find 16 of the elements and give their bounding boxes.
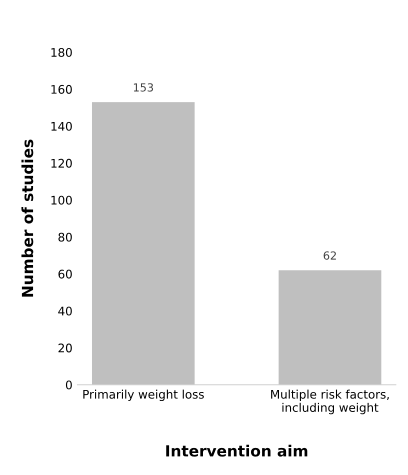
y-tick-label: 140 bbox=[51, 122, 72, 131]
y-tick-label: 20 bbox=[58, 344, 72, 352]
y-tick-label: 120 bbox=[51, 158, 72, 168]
data-label: 62 bbox=[324, 251, 336, 260]
y-tick-label: 80 bbox=[58, 232, 72, 242]
y-axis-title: Number of studies bbox=[21, 140, 34, 297]
data-label: 153 bbox=[134, 83, 154, 92]
x-axis-title: Intervention aim bbox=[166, 444, 308, 457]
y-tick-label: 0 bbox=[66, 380, 72, 390]
y-tick-label: 100 bbox=[51, 196, 72, 205]
x-tick-label: Primarily weight loss bbox=[83, 390, 204, 402]
y-tick-label: 180 bbox=[51, 48, 72, 57]
y-tick-label: 160 bbox=[51, 84, 72, 94]
y-tick-label: 40 bbox=[58, 306, 72, 316]
y-tick-label: 60 bbox=[58, 270, 72, 279]
x-tick-label: Multiple risk factors, including weight bbox=[271, 390, 389, 414]
